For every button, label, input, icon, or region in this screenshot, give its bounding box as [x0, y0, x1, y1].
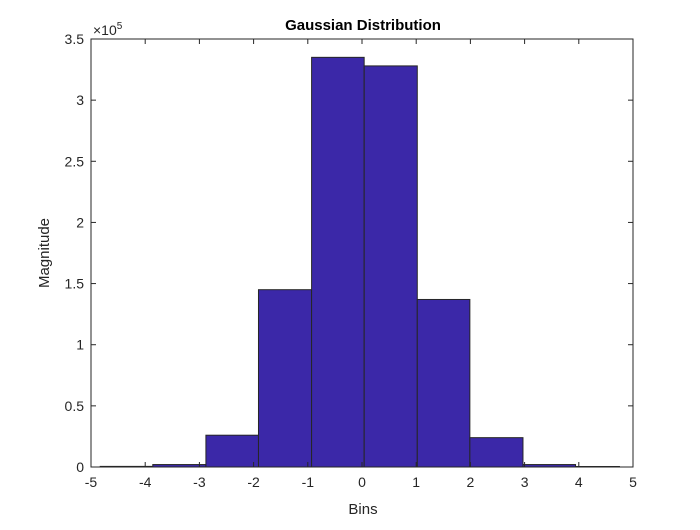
exponent-base: ×10	[93, 22, 117, 38]
x-tick-label: 3	[521, 474, 529, 490]
chart-title: Gaussian Distribution	[285, 17, 441, 34]
y-tick-label: 2.5	[65, 153, 85, 169]
histogram-bar	[258, 290, 311, 467]
histogram-bar	[364, 66, 417, 467]
x-tick-label: 4	[575, 474, 583, 490]
x-tick-label: -3	[193, 474, 206, 490]
y-axis-label: Magnitude	[36, 218, 53, 288]
y-tick-label: 2	[76, 214, 84, 230]
bars-layer	[100, 57, 619, 467]
x-tick-label: -5	[85, 474, 98, 490]
y-tick-label: 0.5	[65, 398, 85, 414]
x-tick-label: 2	[467, 474, 475, 490]
x-tick-label: 1	[412, 474, 420, 490]
y-exponent-label: ×105	[93, 21, 123, 38]
y-tick-label: 1	[76, 337, 84, 353]
y-tick-label: 3.5	[65, 31, 85, 47]
exponent-power: 5	[117, 21, 123, 32]
x-tick-label: 0	[358, 474, 366, 490]
x-tick-label: -4	[139, 474, 152, 490]
histogram-bar	[312, 57, 365, 467]
x-axis-label: Bins	[348, 501, 377, 518]
y-tick-label: 0	[76, 459, 84, 475]
x-tick-label: -2	[247, 474, 260, 490]
y-tick-label: 3	[76, 92, 84, 108]
x-tick-label: -1	[302, 474, 315, 490]
histogram-bar	[470, 438, 523, 467]
y-tick-label: 1.5	[65, 276, 85, 292]
histogram-bar	[417, 299, 470, 467]
histogram-bar	[206, 435, 259, 467]
x-tick-label: 5	[629, 474, 637, 490]
